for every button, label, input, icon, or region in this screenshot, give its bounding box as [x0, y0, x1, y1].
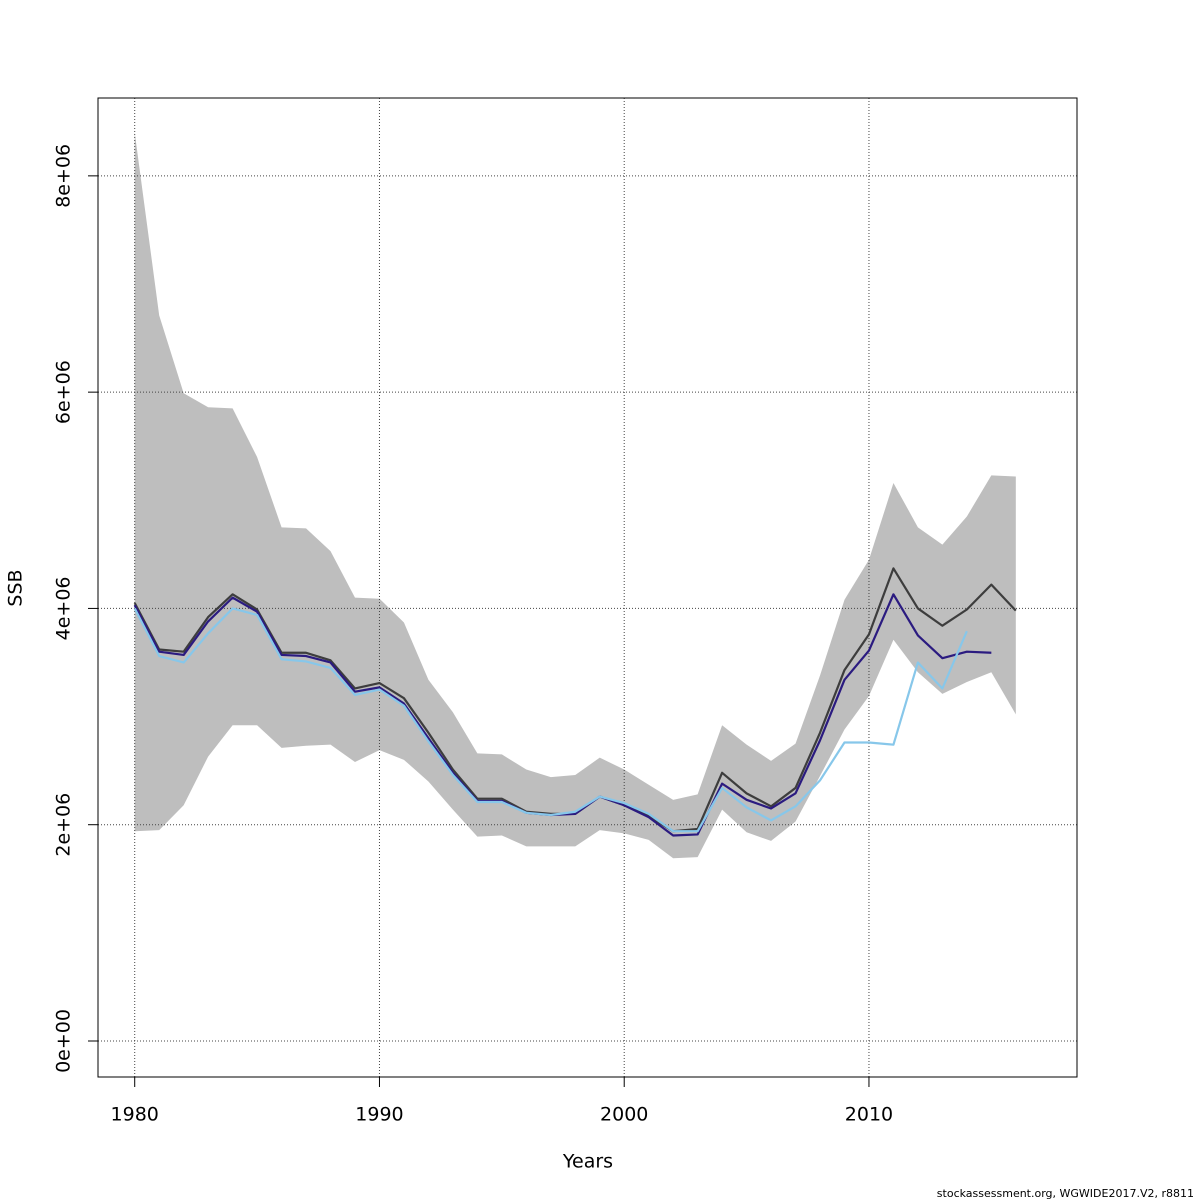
y-axis-label: SSB: [5, 569, 27, 606]
confidence-band: [134, 132, 1016, 859]
x-tick-label: 1990: [355, 1104, 403, 1126]
y-tick-label: 2e+06: [53, 793, 75, 857]
footer: stockassessment.org, WGWIDE2017.V2, r881…: [937, 1187, 1194, 1200]
plot-frame: [97, 97, 1078, 1078]
x-tick-label: 2010: [845, 1104, 893, 1126]
y-tick-label: 6e+06: [53, 360, 75, 424]
series-line: [133, 607, 968, 833]
y-tick-label: 8e+06: [53, 144, 75, 208]
x-tick-label: 1980: [111, 1104, 159, 1126]
y-tick-label: 0e+00: [53, 1009, 75, 1073]
x-axis-label: Years: [562, 1151, 613, 1173]
x-tick-label: 2000: [600, 1104, 648, 1126]
y-tick-label: 4e+06: [53, 576, 75, 640]
